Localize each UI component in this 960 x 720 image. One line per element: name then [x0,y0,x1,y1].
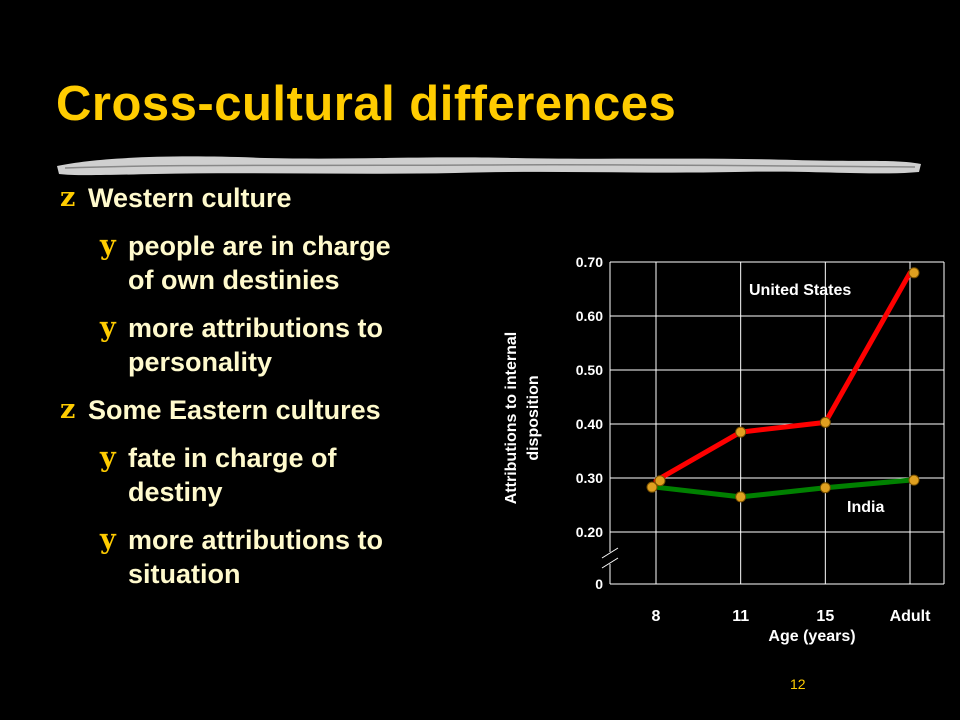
data-point [646,481,658,493]
x-tick-label: 11 [732,608,749,625]
y-tick-label: 0 [595,576,603,592]
sub-bullet-marker-icon: y [100,442,116,473]
y-axis-label: Attributions to internal [503,332,520,504]
sub-bullet-marker-icon: y [100,230,116,261]
data-point [735,491,747,503]
sub-bullet-line: destiny [128,477,223,507]
sub-bullet-line: more attributions to [128,313,383,343]
bullet-text: Some Eastern cultures [88,395,381,425]
data-point [908,474,920,486]
y-tick-label: 0.70 [576,254,603,270]
y-tick-label: 0.20 [576,524,603,540]
data-point [654,475,666,487]
axis-break-mark [601,547,619,559]
series-label-united-states: United States [749,282,851,299]
sub-bullet-line: more attributions to [128,525,383,555]
sub-bullet-line: situation [128,559,241,589]
bullet-marker-icon: z [60,394,76,425]
sub-bullet-marker-icon: y [100,524,116,555]
sub-bullet-personality: y more attributions to personality [60,311,510,379]
series-label-india: India [847,499,884,516]
series-line-united-states [653,270,913,484]
sub-bullet-situation: y more attributions to situation [60,523,510,591]
y-tick-label: 0.40 [576,416,603,432]
data-point [819,482,831,494]
y-axis-label: disposition [525,375,542,460]
sub-bullet-line: fate in charge of [128,443,337,473]
line-chart: 0.70 0.60 0.50 0.40 0.30 0.20 0 8 11 15 Adult Age (… [503,254,945,645]
series-line-india [653,477,913,500]
data-point [819,416,831,428]
sub-bullet-charge-destinies: y people are in charge of own destinies [60,229,510,297]
title-divider [57,156,921,176]
x-tick-label: 15 [816,608,834,625]
sub-bullet-line: of own destinies [128,265,340,295]
y-tick-label: 0.50 [576,362,603,378]
y-tick-label: 0.60 [576,308,603,324]
bullet-text: Western culture [88,183,292,213]
bullet-marker-icon: z [60,182,76,213]
data-point [735,426,747,438]
x-axis-label: Age (years) [768,628,855,645]
data-point [908,267,920,279]
x-tick-label: 8 [652,608,661,625]
sub-bullet-line: people are in charge [128,231,391,261]
sub-bullet-line: personality [128,347,273,377]
axis-break-mark [601,557,619,569]
slide-number: 12 [790,676,806,692]
x-tick-label: Adult [890,608,932,625]
bullet-eastern-cultures: z Some Eastern cultures [60,393,510,427]
page-title: Cross-cultural differences [56,77,677,131]
y-tick-label: 0.30 [576,470,603,486]
bullet-western-culture: z Western culture [60,181,510,215]
sub-bullet-marker-icon: y [100,312,116,343]
bullet-list: z Western culture y people are in charge… [60,181,510,605]
sub-bullet-fate: y fate in charge of destiny [60,441,510,509]
